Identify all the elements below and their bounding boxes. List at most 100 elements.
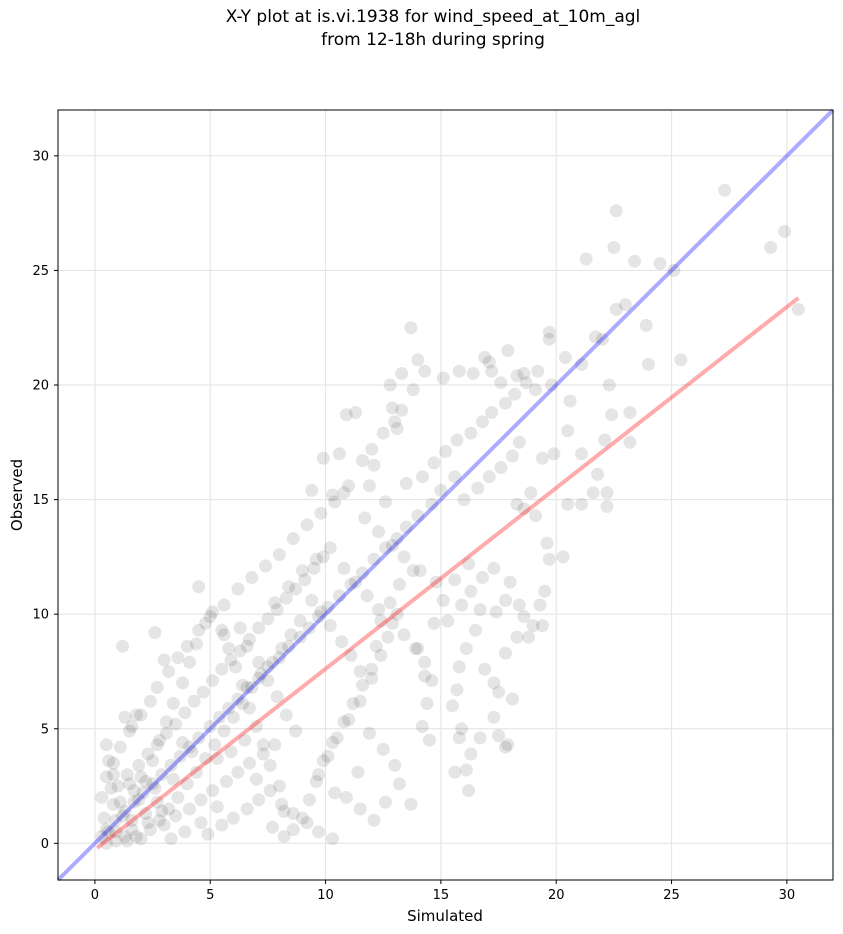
data-point xyxy=(508,387,522,401)
fit-lines xyxy=(56,108,835,882)
x-tick-label: 25 xyxy=(663,888,680,903)
data-point xyxy=(482,470,496,484)
data-point xyxy=(448,470,462,484)
data-point xyxy=(296,811,309,825)
data-point xyxy=(600,500,614,513)
data-point xyxy=(579,252,593,266)
data-point xyxy=(164,758,178,772)
data-point xyxy=(109,813,123,827)
data-point xyxy=(173,749,187,763)
data-point xyxy=(353,694,367,708)
data-point xyxy=(97,811,111,825)
data-point xyxy=(542,552,556,566)
data-point xyxy=(517,367,531,380)
data-point xyxy=(312,610,326,623)
data-point xyxy=(226,710,240,724)
data-point xyxy=(222,701,236,715)
data-point xyxy=(263,784,277,798)
data-point xyxy=(242,632,256,646)
data-point xyxy=(499,593,512,607)
data-point xyxy=(141,816,155,830)
data-point xyxy=(215,818,229,832)
data-point xyxy=(268,738,282,752)
data-point xyxy=(196,685,210,699)
data-point xyxy=(127,784,141,798)
data-point xyxy=(231,765,245,779)
data-point xyxy=(385,538,399,552)
data-point xyxy=(575,497,589,511)
data-point xyxy=(535,451,549,465)
data-point xyxy=(397,628,411,642)
data-point xyxy=(459,642,473,655)
data-point xyxy=(505,692,519,706)
data-point xyxy=(282,580,296,594)
data-point xyxy=(390,532,404,545)
data-point xyxy=(289,582,303,596)
data-point xyxy=(489,605,503,619)
data-point xyxy=(183,740,196,754)
data-point xyxy=(406,564,420,578)
data-point xyxy=(452,364,466,378)
data-point xyxy=(362,479,376,493)
data-point xyxy=(501,738,515,752)
data-point xyxy=(143,823,157,837)
data-point xyxy=(563,394,577,408)
data-point xyxy=(120,834,134,848)
data-point xyxy=(210,800,224,814)
data-point xyxy=(459,763,473,777)
data-point xyxy=(342,713,356,727)
data-point xyxy=(450,433,464,447)
data-point xyxy=(445,699,459,713)
data-point xyxy=(266,820,279,834)
data-point xyxy=(316,550,330,564)
data-point xyxy=(332,447,346,461)
data-point xyxy=(623,435,637,449)
data-point xyxy=(429,575,443,589)
data-point xyxy=(316,451,330,465)
data-point xyxy=(464,747,478,761)
data-point xyxy=(372,525,386,539)
data-point xyxy=(353,802,367,816)
data-point xyxy=(420,697,434,710)
data-point xyxy=(623,406,637,419)
data-point xyxy=(309,552,323,566)
data-point xyxy=(383,596,397,610)
data-point xyxy=(326,832,339,846)
data-point xyxy=(353,665,367,678)
data-point xyxy=(231,582,245,596)
data-point xyxy=(674,353,688,367)
data-point xyxy=(542,332,556,346)
data-point xyxy=(309,775,323,788)
data-point xyxy=(153,813,166,827)
data-point xyxy=(113,740,127,754)
data-point xyxy=(123,777,136,791)
data-point xyxy=(231,692,245,706)
data-point xyxy=(314,605,328,619)
data-point xyxy=(591,467,605,481)
y-axis-label: Observed xyxy=(8,459,26,531)
data-point xyxy=(531,364,545,378)
data-point xyxy=(226,811,240,825)
data-point xyxy=(125,823,139,837)
data-point xyxy=(118,710,132,724)
data-point xyxy=(277,804,291,818)
data-point xyxy=(326,488,339,502)
data-point xyxy=(192,731,206,745)
data-point xyxy=(478,351,492,364)
data-point xyxy=(510,369,524,383)
data-point xyxy=(448,765,462,779)
data-point xyxy=(328,495,342,509)
data-point xyxy=(238,733,252,747)
data-point xyxy=(602,378,616,392)
data-point xyxy=(639,318,653,332)
data-point xyxy=(469,623,482,637)
data-point xyxy=(164,832,178,846)
data-point xyxy=(473,603,487,617)
y-tick-label: 15 xyxy=(32,493,49,508)
data-point xyxy=(349,406,362,419)
data-point xyxy=(385,401,399,415)
data-point xyxy=(362,726,376,740)
data-point xyxy=(266,655,279,669)
data-point xyxy=(418,655,432,669)
data-point xyxy=(206,784,219,798)
